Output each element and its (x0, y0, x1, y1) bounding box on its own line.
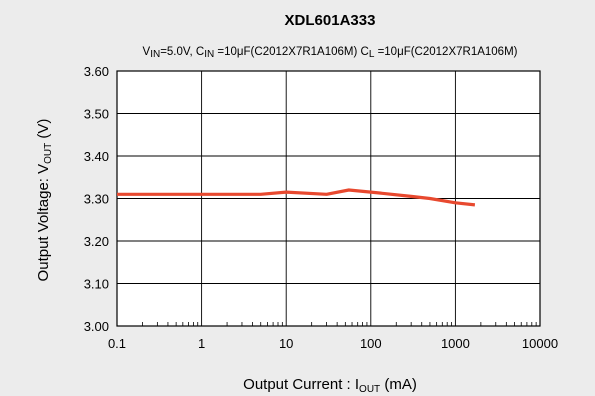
plot-area: 3.00 3.10 3.20 3.30 3.40 3.50 3.60 0.1 1 10 100 100… (84, 64, 558, 351)
y-tick-label: 3.30 (84, 192, 109, 207)
y-tick-label: 3.50 (84, 107, 109, 122)
x-axis-label: Output Current : IOUT (mA) (243, 376, 417, 395)
x-tick-label: 1000 (441, 336, 470, 351)
x-tick-label: 1 (198, 336, 205, 351)
series-line (117, 188, 476, 207)
y-tick-label: 3.60 (84, 64, 109, 79)
y-tick-label: 3.40 (84, 149, 109, 164)
y-tick-label: 3.00 (84, 319, 109, 334)
x-tick-label: 100 (360, 336, 382, 351)
y-axis-label: Output Voltage: VOUT (V) (35, 119, 54, 282)
y-tick-label: 3.20 (84, 234, 109, 249)
x-tick-label: 10 (279, 336, 293, 351)
plot-frame (116, 70, 541, 327)
chart-title: XDL601A333 (285, 12, 376, 29)
x-tick-label: 0.1 (108, 336, 126, 351)
x-tick-label: 10000 (522, 336, 558, 351)
y-tick-label: 3.10 (84, 277, 109, 292)
chart-subtitle: VIN=5.0V, CIN =10μF(C2012X7R1A106M) CL =… (143, 46, 518, 60)
